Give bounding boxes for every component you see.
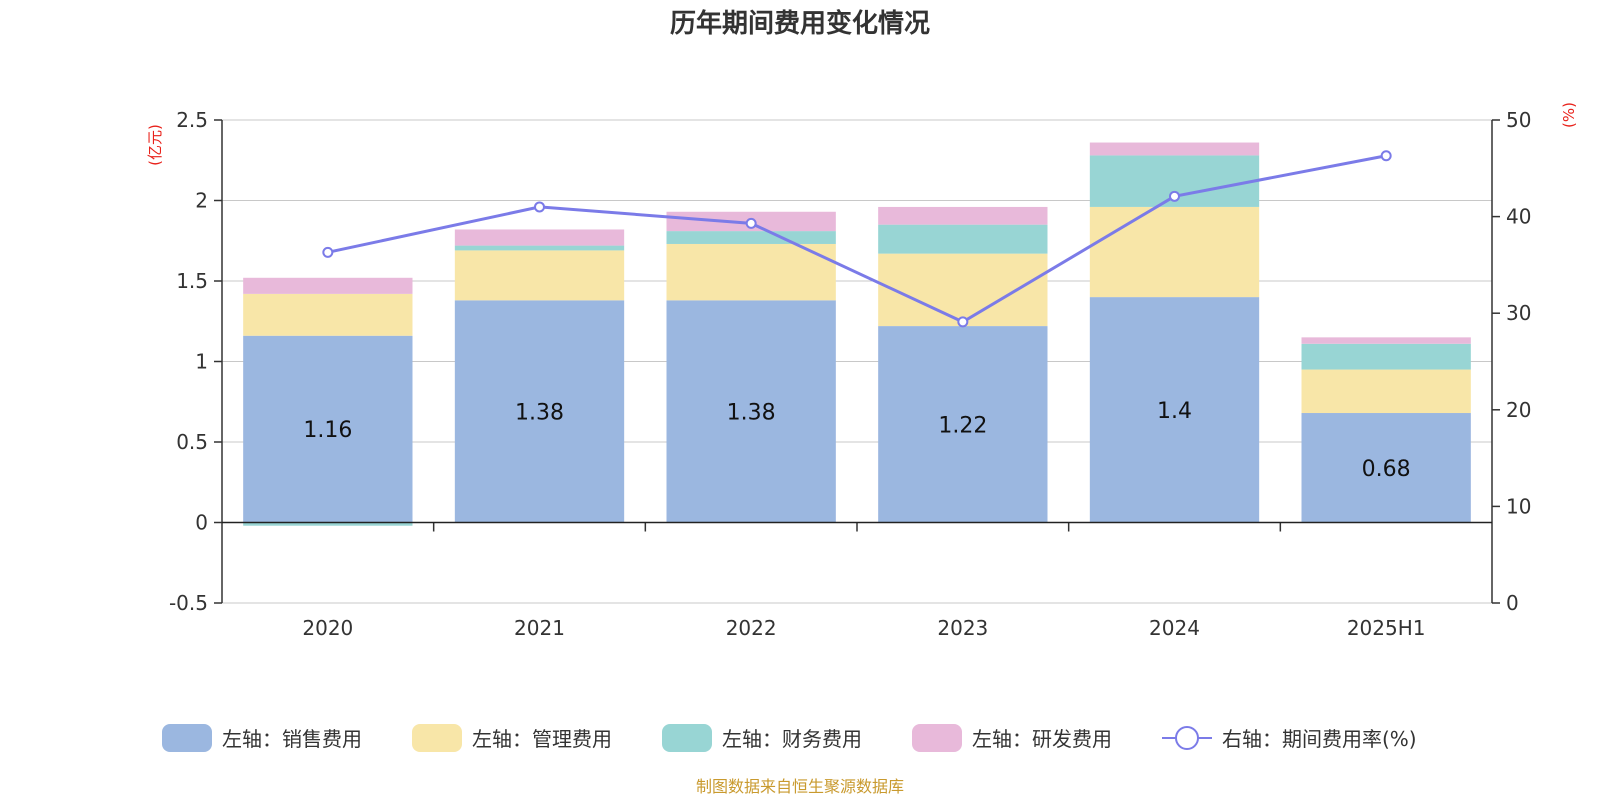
right-tick-label: 30 — [1506, 301, 1531, 325]
rate-polyline — [327, 154, 1387, 324]
right-tick-label: 20 — [1506, 398, 1531, 422]
bar-segment — [243, 335, 413, 523]
legend-swatch — [162, 724, 212, 752]
sales-value-label: 1.16 — [303, 418, 352, 443]
bar-segment — [1301, 413, 1471, 523]
rate-point — [322, 246, 334, 258]
legend-label: 左轴：管理费用 — [472, 727, 612, 751]
bar-segment — [243, 277, 413, 294]
right-tick-label: 0 — [1506, 591, 1519, 615]
legend-swatch — [662, 724, 712, 752]
legend-label: 右轴：期间费用率(%) — [1222, 727, 1417, 751]
left-tick-label: 1.5 — [176, 269, 208, 293]
legend-swatch — [412, 724, 462, 752]
bar-segment — [1089, 297, 1260, 523]
left-tick-label: 0.5 — [176, 430, 208, 454]
rate-point — [1169, 190, 1180, 202]
rate-point — [534, 201, 545, 213]
axes: -0.5 0 0.5 1 1.5 2 2.5 0 10 20 30 40 50 2020 2021 2022 2… — [169, 108, 1531, 640]
bar-segment — [878, 253, 1048, 327]
bar-segment — [1301, 369, 1471, 414]
bar-segment — [1089, 142, 1260, 156]
bar-segment — [878, 326, 1048, 523]
gridlines — [222, 119, 1492, 604]
left-tick-label: -0.5 — [169, 591, 208, 615]
bar-stacks — [243, 142, 1471, 526]
sales-value-label: 1.4 — [1157, 399, 1192, 424]
bar-segment — [454, 250, 625, 301]
sales-value-label: 0.68 — [1362, 457, 1411, 482]
bar-segment — [878, 206, 1048, 225]
bar-segment — [878, 224, 1048, 254]
x-tick-label: 2025H1 — [1347, 616, 1426, 640]
right-axis-unit: (%) — [1560, 102, 1578, 128]
left-tick-label: 2 — [195, 189, 208, 213]
legend-label: 左轴：研发费用 — [972, 727, 1112, 751]
sales-value-label: 1.38 — [515, 400, 564, 425]
rate-point — [1380, 150, 1392, 162]
bar-segment — [1301, 343, 1471, 370]
left-tick-label: 0 — [195, 511, 208, 535]
bar-segment — [454, 245, 625, 251]
bar-segment — [243, 293, 413, 336]
right-tick-label: 10 — [1506, 494, 1531, 518]
legend-swatch — [912, 724, 962, 752]
x-tick-label: 2024 — [1149, 616, 1200, 640]
rate-point — [745, 217, 757, 229]
sales-value-label: 1.22 — [938, 413, 987, 438]
x-tick-label: 2021 — [514, 616, 565, 640]
left-tick-label: 1 — [195, 350, 208, 374]
legend-marker — [1175, 726, 1199, 750]
bar-segment — [1301, 337, 1471, 344]
right-tick-label: 50 — [1506, 108, 1531, 132]
bar-segment — [454, 229, 625, 246]
left-tick-label: 2.5 — [176, 108, 208, 132]
rate-point — [957, 316, 969, 328]
bar-segment — [454, 300, 625, 523]
x-tick-label: 2022 — [726, 616, 777, 640]
x-tick-label: 2023 — [937, 616, 988, 640]
right-tick-label: 40 — [1506, 205, 1531, 229]
bar-segment — [666, 231, 836, 244]
data-source-note: 制图数据来自恒生聚源数据库 — [696, 777, 904, 796]
sales-value-label: 1.38 — [727, 400, 776, 425]
chart-title: 历年期间费用变化情况 — [670, 8, 930, 39]
bar-segment — [666, 243, 836, 301]
legend-label: 左轴：财务费用 — [722, 727, 862, 751]
legend-label: 左轴：销售费用 — [222, 727, 362, 751]
data-labels: 1.16 1.38 1.38 1.22 1.4 0.68 — [303, 399, 1410, 482]
rate-line — [322, 150, 1392, 328]
left-axis-unit: (亿元) — [146, 124, 164, 166]
bar-segment — [666, 300, 836, 523]
bar-segment — [1089, 206, 1260, 298]
bar-segment — [243, 522, 413, 526]
legend: 左轴：销售费用 左轴：管理费用 左轴：财务费用 左轴：研发费用 右轴：期间费用率(%) — [162, 724, 1417, 752]
x-tick-label: 2020 — [302, 616, 353, 640]
